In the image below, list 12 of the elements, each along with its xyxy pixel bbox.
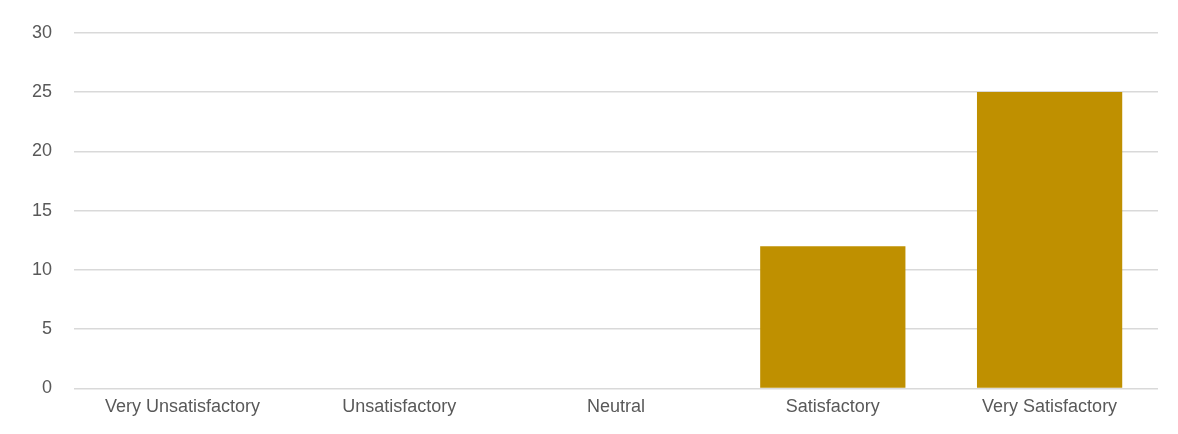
x-tick-label: Satisfactory bbox=[785, 396, 880, 417]
x-tick-label: Neutral bbox=[587, 396, 646, 417]
x-tick-label: Unsatisfactory bbox=[342, 396, 457, 417]
y-tick-label: 10 bbox=[31, 258, 53, 279]
y-tick-label: 20 bbox=[31, 140, 53, 161]
y-tick-label: 30 bbox=[31, 21, 53, 42]
x-tick-label: Very Unsatisfactory bbox=[104, 396, 260, 417]
y-tick-label: 5 bbox=[42, 318, 53, 339]
y-tick-label: 25 bbox=[31, 81, 53, 102]
x-tick-label: Very Satisfactory bbox=[982, 396, 1118, 417]
y-tick-label: 15 bbox=[31, 199, 53, 220]
y-tick-label: 0 bbox=[42, 377, 53, 398]
